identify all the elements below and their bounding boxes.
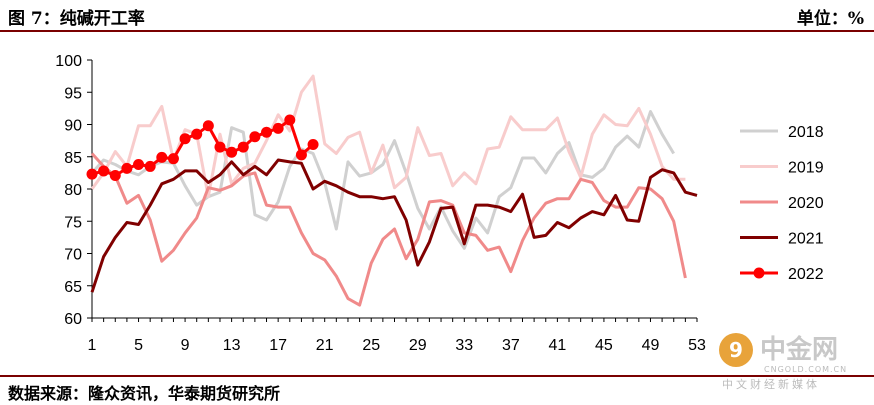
data-point-2022: [226, 146, 238, 158]
x-tick-label: 17: [269, 337, 287, 354]
x-tick-label: 9: [181, 337, 190, 354]
data-point-2022: [307, 138, 319, 150]
legend-label-2018: 2018: [788, 124, 824, 141]
unit-label: 单位：%: [796, 9, 864, 29]
data-point-2022: [144, 160, 156, 172]
data-point-2022: [272, 122, 284, 134]
legend: 2018 2019 2020 2021 2022: [740, 124, 824, 283]
watermark-domain: CNGOLD.COM.CN: [764, 365, 847, 374]
series-line-2019: [90, 74, 686, 199]
x-tick-label: 33: [455, 337, 473, 354]
data-point-2022: [284, 114, 296, 126]
y-tick-label: 80: [64, 182, 82, 199]
data-point-2022: [133, 158, 145, 170]
x-tick-label: 21: [316, 337, 334, 354]
source-note: 数据来源：隆众资讯，华泰期货研究所: [8, 384, 281, 403]
legend-label-2019: 2019: [788, 160, 824, 177]
legend-marker-2022: [753, 267, 765, 279]
y-tick-label: 60: [64, 311, 82, 328]
data-point-2022: [121, 162, 133, 174]
data-point-2022: [295, 149, 307, 161]
data-point-2022: [237, 141, 249, 153]
series-line-2021: [90, 158, 698, 293]
top-rule: [0, 30, 874, 32]
data-point-2022: [191, 128, 203, 140]
watermark-tagline: 中文财经新媒体: [722, 377, 820, 391]
y-tick-label: 95: [64, 85, 82, 102]
y-tick-label: 70: [64, 247, 82, 264]
x-tick-label: 37: [502, 337, 520, 354]
y-tick-label: 65: [64, 279, 82, 296]
chart-title: 图 7：纯碱开工率: [8, 9, 145, 29]
y-tick-label: 85: [64, 150, 82, 167]
data-point-2022: [98, 165, 110, 177]
series-line-2018: [90, 110, 675, 250]
data-point-2022: [109, 169, 121, 181]
data-point-2022: [261, 126, 273, 138]
legend-label-2021: 2021: [788, 231, 824, 248]
x-tick-label: 25: [362, 337, 380, 354]
x-tick-label: 41: [548, 337, 566, 354]
x-tick-label: 29: [409, 337, 427, 354]
x-tick-label: 45: [595, 337, 613, 354]
bottom-rule: [0, 375, 874, 377]
data-point-2022: [214, 141, 226, 153]
data-point-2022: [249, 131, 261, 143]
watermark-name: 中金网: [760, 334, 838, 365]
x-tick-label: 1: [88, 337, 97, 354]
data-point-2022: [202, 120, 214, 132]
watermark: 9 中金网 CNGOLD.COM.CN 中文财经新媒体: [719, 333, 847, 391]
series-layer: [86, 74, 698, 307]
axes: 60 65 70 75 80 85 90 95 100 1 5 9 13 17 21 25 29 33 37 41 45…: [55, 53, 706, 354]
data-point-2022: [167, 153, 179, 165]
data-point-2022: [86, 168, 98, 180]
x-tick-label: 5: [134, 337, 143, 354]
x-tick-label: 53: [688, 337, 706, 354]
x-tick-label: 13: [223, 337, 241, 354]
x-tick-label: 49: [642, 337, 660, 354]
watermark-logo-glyph: 9: [729, 338, 743, 362]
data-point-2022: [179, 133, 191, 145]
series-line-2020: [90, 152, 687, 307]
y-tick-label: 75: [64, 214, 82, 231]
data-point-2022: [156, 151, 168, 163]
legend-label-2022: 2022: [788, 266, 824, 283]
y-tick-label: 90: [64, 118, 82, 135]
legend-label-2020: 2020: [788, 195, 824, 212]
y-tick-label: 100: [55, 53, 82, 70]
watermark-logo-icon: [719, 333, 753, 367]
